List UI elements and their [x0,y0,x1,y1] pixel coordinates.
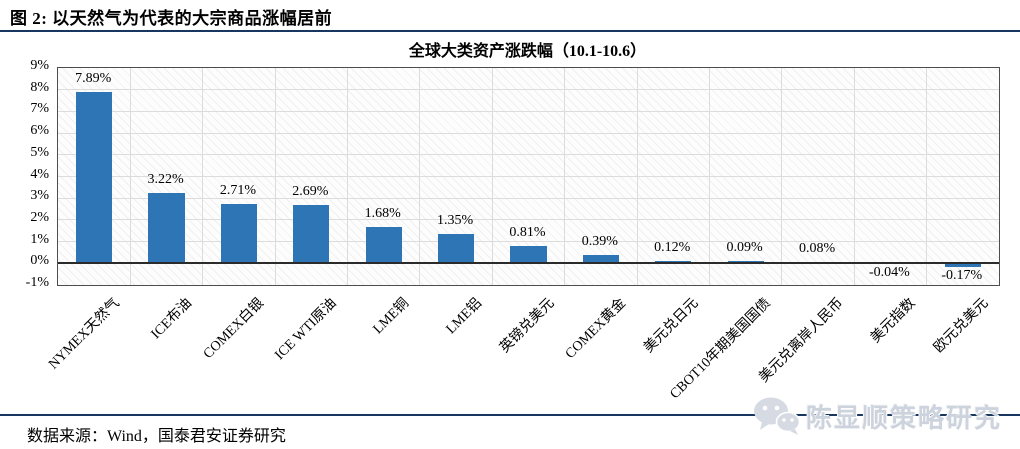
h-gridline [58,154,999,156]
v-gridline [129,68,131,285]
bar-8 [655,260,692,264]
x-axis-label: 美元兑日元 [641,295,702,356]
bar-1 [148,193,185,264]
watermark: 陈显顺策略研究 [752,395,1002,437]
y-axis-tick: 1% [30,231,49,247]
x-axis-label: ICE布油 [148,295,196,343]
v-gridline [274,68,276,285]
bar-5 [438,234,475,264]
h-gridline [58,176,999,177]
bar-7 [582,254,619,264]
bar-value-label: 0.81% [509,224,546,240]
source-note: 数据来源：Wind，国泰君安证券研究 [27,428,286,445]
v-gridline [708,68,710,285]
bar-value-label: -0.17% [941,267,983,283]
y-axis-tick: 3% [30,188,49,204]
y-axis-tick: -1% [25,275,49,290]
v-gridline [347,68,349,285]
x-axis-label: COMEX白银 [201,295,268,362]
h-gridline [58,89,999,91]
zero-axis-line [58,262,999,265]
bar-value-label: 1.35% [437,213,474,228]
y-axis-tick: 5% [30,144,49,160]
bar-value-label: 3.22% [147,172,184,188]
bar-value-label: 2.71% [219,183,257,199]
bar-2 [220,204,258,264]
v-gridline [202,68,204,285]
x-axis-label: ICE WTI原油 [272,295,340,364]
v-gridline [853,68,855,285]
x-axis-label: NYMEX天然气 [46,295,123,373]
x-axis-label: LME铜 [370,295,413,338]
y-axis-tick: 2% [30,209,49,225]
bar-12 [944,263,981,267]
x-axis-label: 美元指数 [868,295,919,347]
top-divider-line [0,30,1020,32]
chart-plot-area [57,67,1000,286]
chart-title: 全球大类资产涨跌幅（10.1-10.6） [408,43,647,60]
h-gridline [58,241,999,243]
x-axis-label: LME铝 [443,295,485,338]
y-axis-tick: 9% [30,58,49,73]
h-gridline [58,219,999,221]
h-gridline [58,197,999,199]
x-axis-label: 欧元兑美元 [931,295,992,356]
h-gridline [58,110,999,112]
y-axis-tick: 0% [30,253,49,269]
wechat-icon [752,395,802,437]
v-gridline [491,68,493,285]
y-axis-tick: 8% [30,79,49,95]
v-gridline [781,68,783,285]
bar-value-label: 2.69% [292,183,329,199]
y-axis-tick: 6% [30,123,49,139]
y-axis-tick: 7% [30,101,49,117]
v-gridline [636,68,638,285]
h-gridline [58,132,999,134]
bottom-divider-line [0,414,1020,416]
bar-value-label: 1.68% [364,205,401,221]
bar-value-label: 0.39% [581,233,618,249]
v-gridline [419,68,421,285]
figure-caption: 图 2: 以天然气为代表的大宗商品涨幅居前 [10,9,333,28]
bar-4 [365,226,402,264]
x-axis-label: COMEX黄金 [563,295,630,362]
bar-value-label: 0.09% [726,240,763,256]
bar-value-label: 0.08% [798,240,836,256]
bar-value-label: -0.04% [869,265,910,281]
bar-0 [76,92,113,264]
v-gridline [564,68,566,285]
bar-6 [510,245,547,264]
v-gridline [926,68,928,285]
bar-value-label: 0.12% [654,239,691,255]
watermark-text: 陈显顺策略研究 [805,403,1002,433]
y-axis-tick: 4% [30,166,49,182]
bar-value-label: 7.89% [75,71,112,87]
x-axis-label: 英镑兑美元 [496,295,557,356]
bar-3 [293,204,330,264]
